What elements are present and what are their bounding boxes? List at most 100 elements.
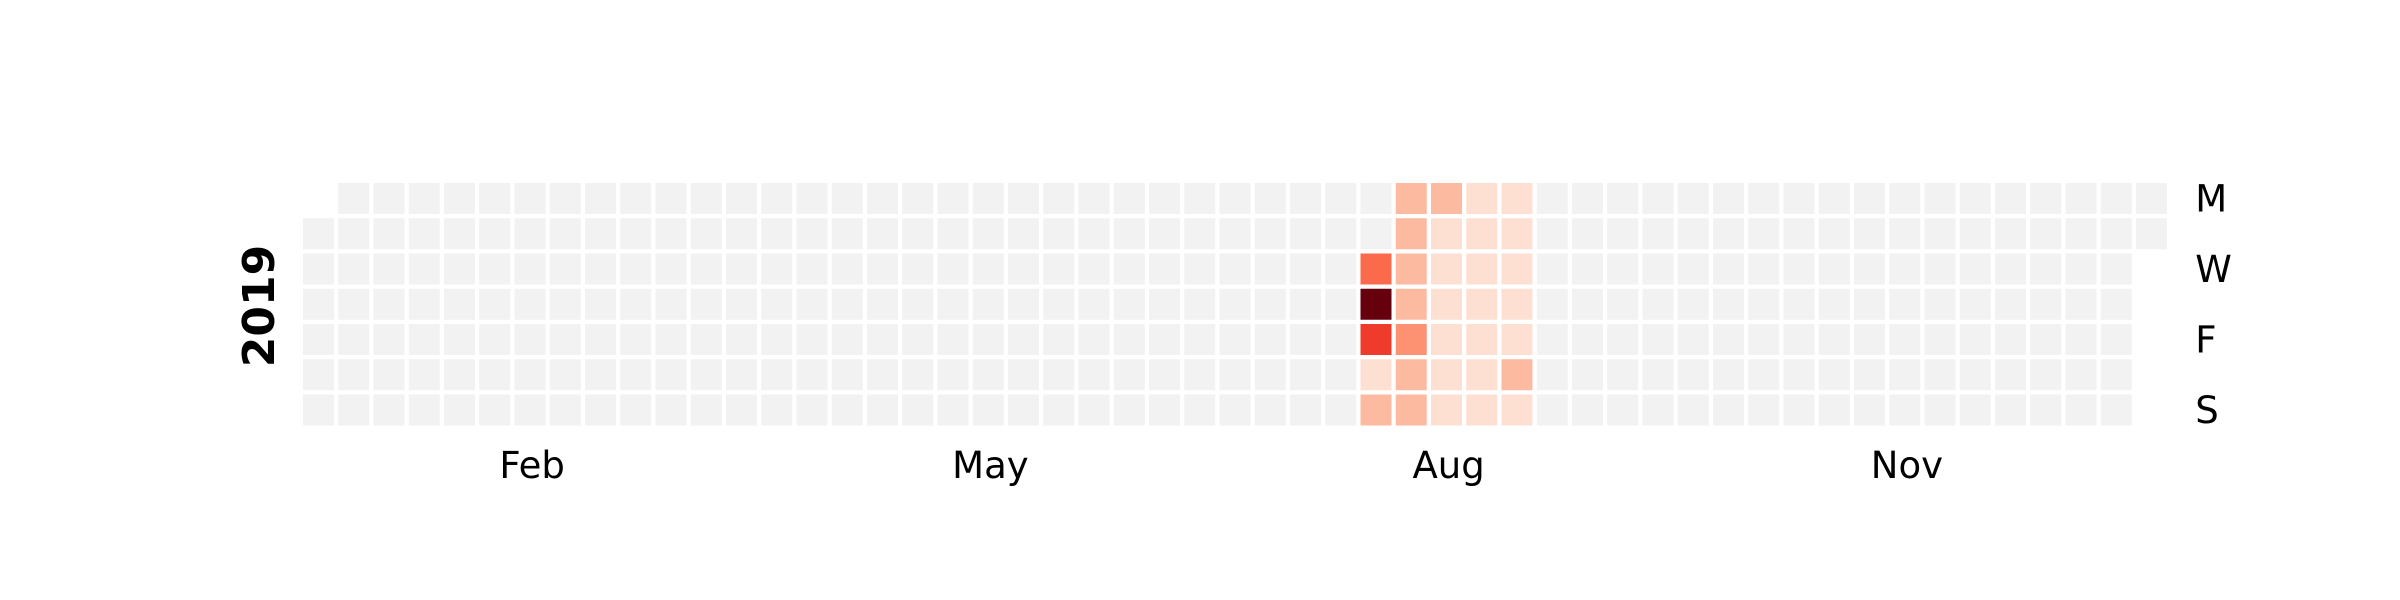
heatmap-cell [937, 394, 969, 426]
heatmap-cell [444, 394, 475, 426]
heatmap-cell [1501, 359, 1533, 391]
heatmap-cell [972, 288, 1004, 320]
heatmap-cell [444, 253, 475, 285]
heatmap-cell [1889, 253, 1921, 285]
heatmap-cell [690, 324, 722, 355]
heatmap-cell [2030, 394, 2062, 426]
heatmap-cell [585, 359, 616, 391]
heatmap-cell [1924, 324, 1956, 355]
heatmap-cell [1043, 183, 1075, 214]
heatmap-cell [796, 394, 828, 426]
heatmap-cell [690, 394, 722, 426]
heatmap-cell [1818, 183, 1850, 214]
heatmap-cell [2065, 394, 2097, 426]
heatmap-cell [1078, 253, 1110, 285]
heatmap-cell [1184, 324, 1216, 355]
heatmap-cell [1219, 394, 1251, 426]
heatmap-cell [690, 218, 722, 250]
heatmap-cell [972, 359, 1004, 391]
heatmap-cell [1219, 288, 1251, 320]
heatmap-cell [373, 359, 405, 391]
heatmap-cell [796, 288, 828, 320]
heatmap-cell [2065, 288, 2097, 320]
heatmap-cell [1254, 324, 1286, 355]
heatmap-cell [444, 324, 475, 355]
heatmap-cell [761, 288, 793, 320]
heatmap-cell [655, 288, 687, 320]
heatmap-cell [1325, 394, 1357, 426]
heatmap-cell [303, 253, 334, 285]
heatmap-cell [1783, 183, 1815, 214]
heatmap-cell [726, 183, 757, 214]
heatmap-cell [1043, 288, 1075, 320]
heatmap-cell [831, 288, 863, 320]
heatmap-cells [303, 183, 2167, 426]
heatmap-cell [1854, 394, 1885, 426]
heatmap-cell [1008, 288, 1039, 320]
heatmap-cell [1748, 324, 1780, 355]
heatmap-cell [2100, 324, 2132, 355]
heatmap-cell [1254, 218, 1286, 250]
heatmap-cell [1043, 218, 1075, 250]
heatmap-cell [1642, 183, 1674, 214]
heatmap-cell [1783, 253, 1815, 285]
heatmap-cell [1818, 288, 1850, 320]
heatmap-cell [1572, 218, 1603, 250]
heatmap-cell [1854, 288, 1885, 320]
heatmap-cell [1572, 253, 1603, 285]
heatmap-cell [761, 183, 793, 214]
heatmap-cell [937, 253, 969, 285]
heatmap-cell [479, 359, 511, 391]
heatmap-cell [1536, 253, 1568, 285]
heatmap-cell [1924, 288, 1956, 320]
heatmap-cell [549, 218, 581, 250]
heatmap-cell [972, 394, 1004, 426]
heatmap-cell [902, 394, 934, 426]
heatmap-cell [1466, 183, 1498, 214]
heatmap-cell [408, 253, 440, 285]
heatmap-cell [1501, 253, 1533, 285]
heatmap-cell [1995, 359, 2026, 391]
heatmap-cell [831, 218, 863, 250]
heatmap-cell [1043, 253, 1075, 285]
heatmap-cell [1290, 218, 1321, 250]
heatmap-cell [902, 359, 934, 391]
heatmap-cell [479, 218, 511, 250]
heatmap-cell [1395, 394, 1427, 426]
heatmap-cell [1466, 253, 1498, 285]
heatmap-cell [796, 359, 828, 391]
heatmap-cell [1325, 183, 1357, 214]
heatmap-cell [1642, 288, 1674, 320]
heatmap-cell [2065, 324, 2097, 355]
heatmap-cell [549, 394, 581, 426]
heatmap-cell [1184, 394, 1216, 426]
heatmap-cell [1466, 288, 1498, 320]
heatmap-cell [1219, 253, 1251, 285]
heatmap-cell [761, 324, 793, 355]
heatmap-cell [655, 359, 687, 391]
heatmap-cell [902, 324, 934, 355]
heatmap-cell [1149, 359, 1180, 391]
heatmap-cell [585, 394, 616, 426]
heatmap-cell [1113, 253, 1145, 285]
heatmap-cell [726, 218, 757, 250]
heatmap-cell [549, 253, 581, 285]
heatmap-cell [867, 253, 898, 285]
heatmap-cell [1325, 324, 1357, 355]
heatmap-cell [549, 183, 581, 214]
heatmap-cell [690, 183, 722, 214]
heatmap-cell [1536, 324, 1568, 355]
heatmap-cell [1149, 253, 1180, 285]
heatmap-cell [1783, 218, 1815, 250]
heatmap-cell [303, 324, 334, 355]
heatmap-cell [514, 288, 546, 320]
heatmap-cell [831, 324, 863, 355]
heatmap-cell [1254, 394, 1286, 426]
heatmap-cell [1959, 359, 1991, 391]
heatmap-cell [1995, 324, 2026, 355]
heatmap-cell [1360, 218, 1392, 250]
heatmap-cell [1677, 288, 1709, 320]
heatmap-cell [1395, 359, 1427, 391]
heatmap-cell [2100, 288, 2132, 320]
heatmap-cell [1995, 253, 2026, 285]
